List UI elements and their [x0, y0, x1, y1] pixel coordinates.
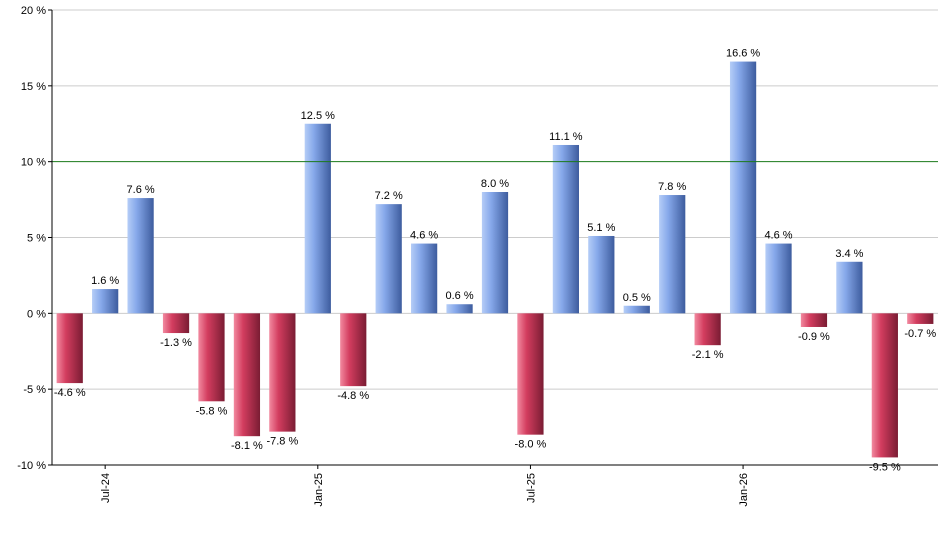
- bar-value-label: 1.6 %: [91, 275, 119, 287]
- bar-Sep-25: [588, 235, 615, 314]
- bar-value-label: -0.9 %: [798, 331, 830, 343]
- bar-Jun-26: [907, 313, 934, 324]
- bar-value-label: -7.8 %: [266, 436, 298, 448]
- labels: -10 % -5 % 0 % 5 % 10 % 15 % 20 % -4.6 % 1.6 % 7.…: [17, 5, 936, 507]
- bar-value-label: 4.6 %: [764, 230, 792, 242]
- bar-Oct-24: [198, 313, 225, 402]
- x-tick-label: Jan-26: [738, 473, 750, 507]
- bars: [56, 61, 934, 458]
- bar-value-label: 7.8 %: [658, 181, 686, 193]
- bar-Jan-25: [304, 123, 331, 314]
- bar-Jun-24: [56, 313, 83, 384]
- bar-Jun-25: [481, 192, 509, 314]
- bar-Feb-25: [340, 313, 367, 387]
- bar-Nov-25: [659, 195, 686, 314]
- bar-Dec-24: [269, 313, 296, 432]
- y-tick-label: 10 %: [21, 157, 46, 169]
- bar-value-label: -1.3 %: [160, 337, 192, 349]
- bar-Feb-26: [765, 243, 792, 314]
- y-tick-label: 0 %: [27, 308, 46, 320]
- bar-Mar-26: [800, 313, 828, 327]
- bar-value-label: 0.6 %: [445, 290, 473, 302]
- y-tick-label: 5 %: [27, 233, 46, 245]
- bar-value-label: 12.5 %: [301, 110, 335, 122]
- bar-Oct-25: [623, 305, 650, 314]
- axes: [48, 9, 938, 469]
- bar-value-label: 7.6 %: [127, 184, 155, 196]
- bar-Aug-24: [127, 198, 154, 314]
- bar-value-label: -5.8 %: [196, 405, 228, 417]
- bar-value-label: -4.6 %: [54, 387, 86, 399]
- bar-value-label: -2.1 %: [692, 349, 724, 361]
- bar-value-label: -4.8 %: [337, 390, 369, 402]
- bar-Mar-25: [375, 204, 402, 314]
- bar-May-26: [871, 313, 898, 458]
- bar-Jul-25: [517, 313, 544, 435]
- bar-Dec-25: [694, 313, 721, 346]
- bar-value-label: 7.2 %: [375, 190, 403, 202]
- bar-Nov-24: [233, 313, 261, 437]
- bar-value-label: -8.1 %: [231, 440, 263, 452]
- y-tick-label: 15 %: [21, 81, 46, 93]
- bar-value-label: -9.5 %: [869, 461, 901, 473]
- bar-value-label: 16.6 %: [726, 48, 760, 60]
- bar-value-label: -8.0 %: [515, 439, 547, 451]
- x-tick-label: Jul-25: [525, 473, 537, 503]
- bar-value-label: 0.5 %: [623, 292, 651, 304]
- bar-Apr-25: [411, 243, 438, 314]
- bar-value-label: 8.0 %: [481, 178, 509, 190]
- bar-value-label: 5.1 %: [587, 222, 615, 234]
- y-tick-label: -5 %: [23, 384, 46, 396]
- x-tick-label: Jul-24: [100, 473, 112, 503]
- bar-May-25: [446, 304, 473, 314]
- bar-value-label: 11.1 %: [549, 131, 583, 143]
- bar-Jan-26: [729, 61, 757, 314]
- bar-Aug-25: [552, 144, 579, 314]
- bar-value-label: -0.7 %: [904, 328, 936, 340]
- y-tick-label: 20 %: [21, 5, 46, 17]
- bar-Jul-24: [92, 289, 119, 314]
- x-tick-label: Jan-25: [313, 473, 325, 507]
- bar-Sep-24: [162, 313, 190, 334]
- y-tick-label: -10 %: [17, 460, 46, 472]
- bar-Apr-26: [836, 261, 863, 314]
- bar-value-label: 4.6 %: [410, 230, 438, 242]
- bar-value-label: 3.4 %: [835, 248, 863, 260]
